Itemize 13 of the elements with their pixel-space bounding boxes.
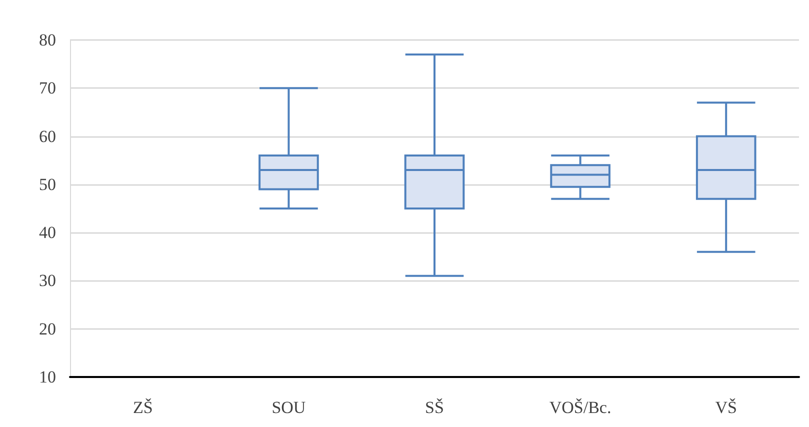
x-tick-label: ZŠ xyxy=(132,398,153,417)
y-tick-label: 30 xyxy=(39,271,56,290)
y-tick-label: 70 xyxy=(39,78,56,98)
x-tick-label: VOŠ/Bc. xyxy=(549,398,612,417)
x-tick-label: SOU xyxy=(272,398,306,417)
y-tick-label: 50 xyxy=(39,174,56,194)
y-tick-label: 20 xyxy=(39,319,56,338)
y-tick-label: 10 xyxy=(39,368,56,386)
y-tick-label: 80 xyxy=(39,30,56,50)
x-tick-label: VŠ xyxy=(715,398,737,417)
y-tick-label: 40 xyxy=(39,223,56,242)
x-tick-label: SŠ xyxy=(425,398,444,417)
y-tick-label: 60 xyxy=(39,126,56,146)
